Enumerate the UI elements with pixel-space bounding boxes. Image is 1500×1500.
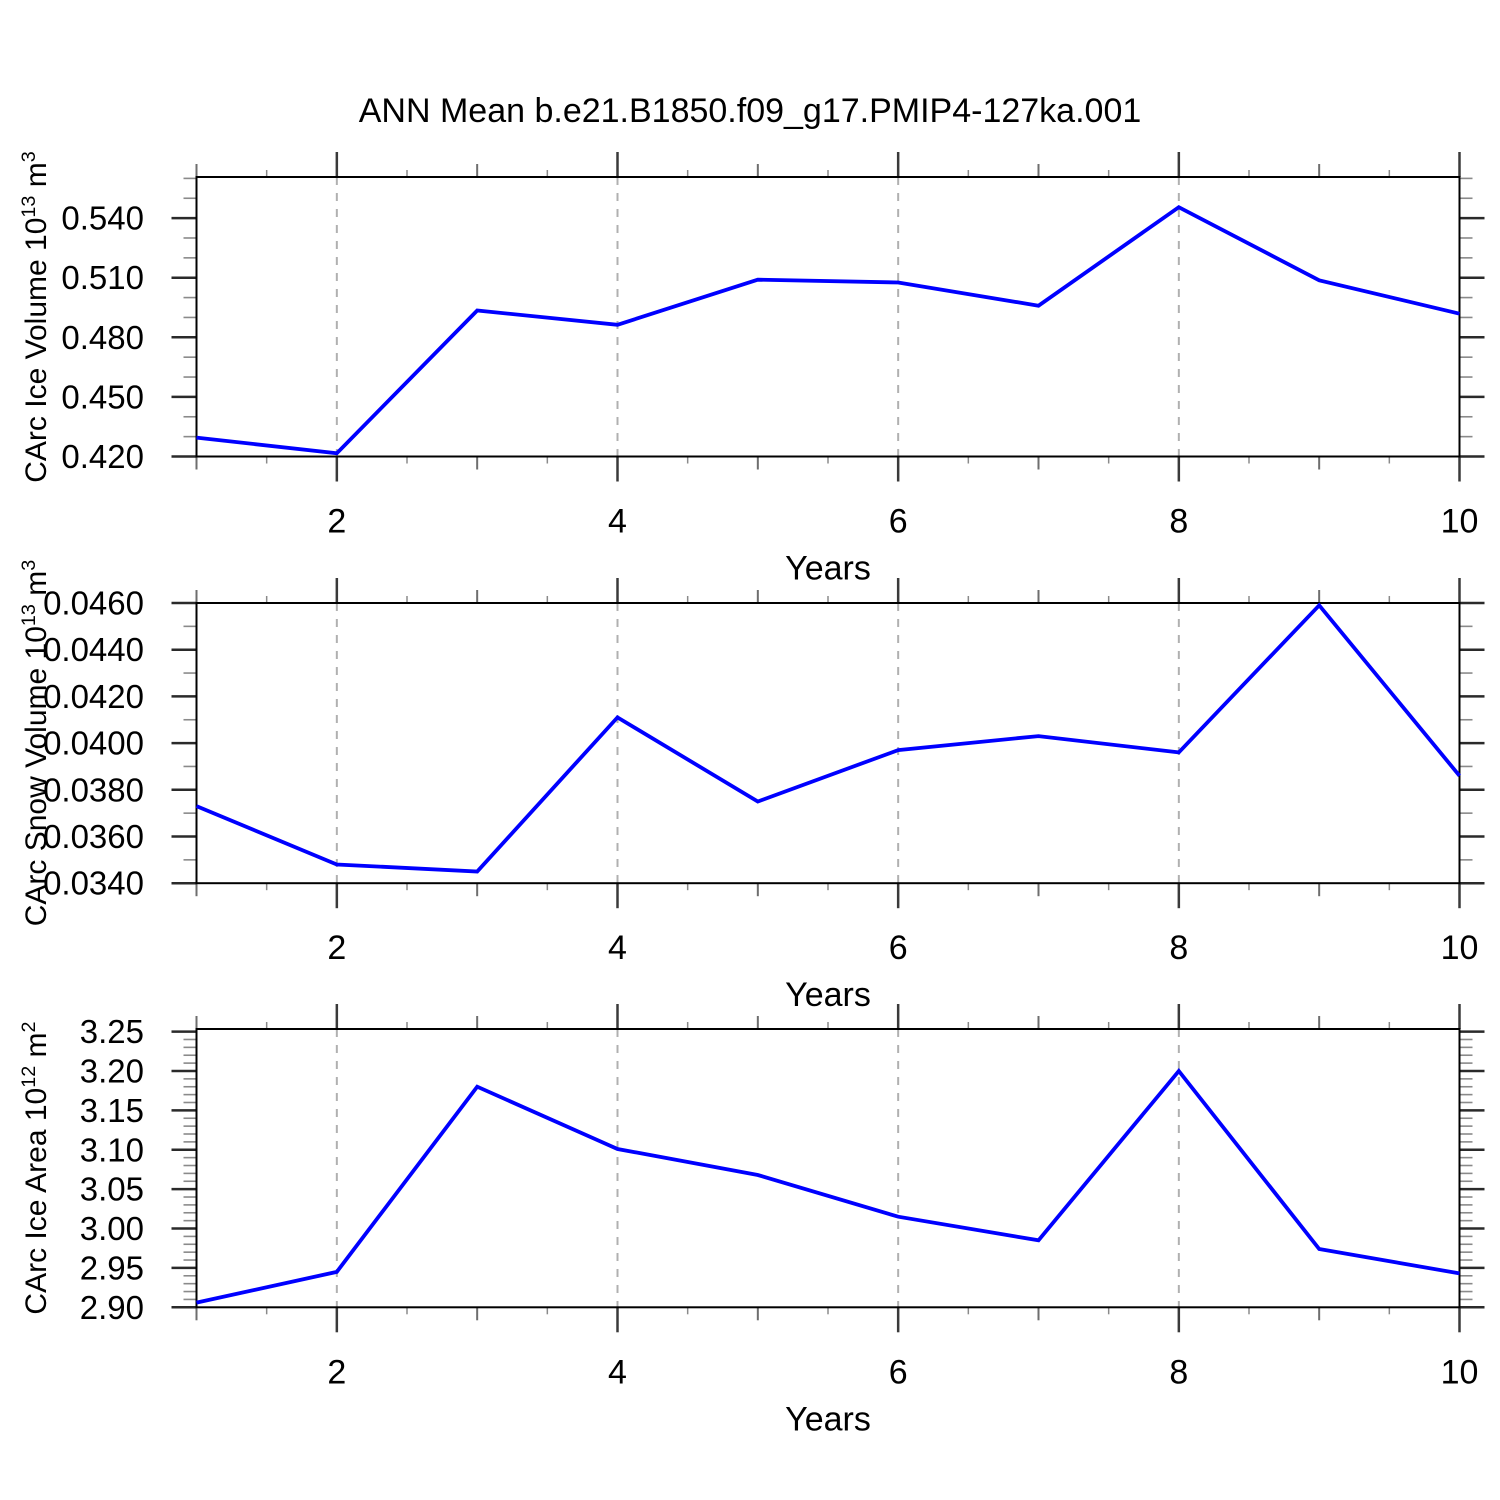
y-axis-title-exponent: 13: [18, 195, 40, 218]
carc-ice-area-line: [196, 1067, 1460, 1305]
y-tick-label: 0.0460: [43, 585, 144, 622]
x-tick-label: 8: [1169, 929, 1188, 967]
y-tick-label: 0.480: [61, 319, 144, 356]
y-axis-title-exponent: 12: [18, 1065, 40, 1088]
y-axis-title-text: CArc Snow Volume 10: [20, 626, 53, 927]
y-tick-label: 3.20: [80, 1052, 144, 1089]
x-tick-label: 6: [889, 1353, 908, 1391]
y-tick-label: 3.15: [80, 1092, 144, 1129]
y-tick-label: 3.05: [80, 1171, 144, 1208]
y-axis-title-unit: m: [20, 162, 53, 196]
y-tick-label: 0.0340: [43, 865, 144, 902]
x-tick-label: 8: [1169, 1353, 1188, 1391]
y-axis-title-snow-volume: CArc Snow Volume 1013 m3: [18, 560, 54, 927]
carc-snow-volume-line: [195, 602, 1461, 874]
y-tick-label: 0.0400: [43, 725, 144, 762]
x-tick-label: 4: [608, 503, 627, 541]
y-tick-label: 3.00: [80, 1210, 144, 1247]
y-tick-label: 0.0420: [43, 678, 144, 715]
x-axis-title: Years: [785, 550, 871, 588]
y-tick-label: 0.0440: [43, 631, 144, 668]
y-axis-title-ice-area: CArc Ice Area 1012 m2: [18, 1021, 54, 1314]
y-axis-title-text: CArc Ice Area 10: [20, 1087, 53, 1315]
y-axis-title-text: CArc Ice Volume 10: [20, 217, 53, 483]
x-tick-label: 2: [327, 1353, 346, 1391]
y-axis-title-unit: m: [20, 1032, 53, 1066]
x-tick-label: 6: [889, 503, 908, 541]
x-tick-label: 4: [608, 929, 627, 967]
y-axis-title-unit-exponent: 2: [18, 1021, 40, 1033]
x-tick-label: 4: [608, 1353, 627, 1391]
carc-ice-volume-line: [196, 204, 1460, 456]
x-tick-label: 10: [1441, 929, 1479, 967]
x-tick-label: 2: [327, 503, 346, 541]
y-tick-label: 3.10: [80, 1131, 144, 1168]
y-tick-label: 0.0360: [43, 818, 144, 855]
y-tick-label: 2.95: [80, 1249, 144, 1286]
y-tick-label: 3.25: [80, 1013, 144, 1050]
x-tick-label: 2: [327, 929, 346, 967]
x-tick-label: 6: [889, 929, 908, 967]
y-axis-title-unit: m: [20, 570, 53, 605]
x-tick-label: 8: [1169, 503, 1188, 541]
x-tick-label: 10: [1441, 503, 1479, 541]
y-axis-title-ice-volume: CArc Ice Volume 1013 m3: [18, 151, 54, 482]
chart-title: ANN Mean b.e21.B1850.f09_g17.PMIP4-127ka…: [358, 92, 1142, 130]
y-tick-label: 0.510: [61, 259, 144, 296]
plot-frame: [195, 176, 1461, 458]
y-tick-label: 2.90: [80, 1289, 144, 1326]
y-axis-title-unit-exponent: 3: [18, 151, 40, 163]
y-tick-label: 0.0380: [43, 771, 144, 808]
x-axis-title: Years: [785, 976, 871, 1014]
y-tick-label: 0.540: [61, 200, 144, 237]
plot-frame: [195, 602, 1461, 885]
y-tick-label: 0.420: [61, 438, 144, 475]
y-axis-title-unit-exponent: 3: [18, 559, 40, 571]
y-tick-label: 0.450: [61, 378, 144, 415]
x-axis-title: Years: [785, 1400, 871, 1438]
x-tick-label: 10: [1441, 1353, 1479, 1391]
plot-frame: [195, 1028, 1461, 1309]
y-axis-title-exponent: 13: [18, 604, 40, 627]
